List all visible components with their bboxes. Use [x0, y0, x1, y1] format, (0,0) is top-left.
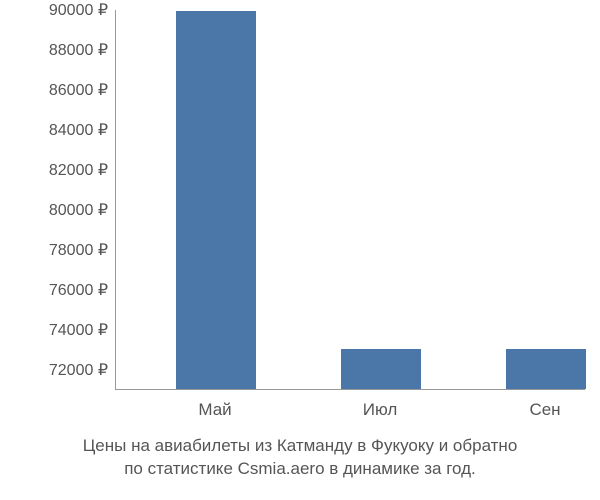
y-tick-label: 80000 ₽ [0, 200, 108, 220]
y-tick-label: 86000 ₽ [0, 80, 108, 100]
y-tick-label: 72000 ₽ [0, 360, 108, 380]
price-chart: 72000 ₽ 74000 ₽ 76000 ₽ 78000 ₽ 80000 ₽ 82000… [0, 0, 600, 500]
chart-caption: Цены на авиабилеты из Катманду в Фукуоку… [0, 435, 600, 481]
y-axis: 72000 ₽ 74000 ₽ 76000 ₽ 78000 ₽ 80000 ₽ 82000… [0, 10, 108, 390]
x-tick-label: Июл [363, 400, 398, 420]
x-tick-label: Сен [529, 400, 560, 420]
bar [506, 349, 586, 389]
y-tick-label: 76000 ₽ [0, 280, 108, 300]
y-tick-label: 74000 ₽ [0, 320, 108, 340]
caption-line-1: Цены на авиабилеты из Катманду в Фукуоку… [0, 435, 600, 458]
plot-area [115, 10, 585, 390]
y-tick-label: 78000 ₽ [0, 240, 108, 260]
y-tick-label: 90000 ₽ [0, 0, 108, 20]
x-tick-label: Май [198, 400, 231, 420]
y-tick-label: 88000 ₽ [0, 40, 108, 60]
bar [176, 11, 256, 389]
y-tick-label: 84000 ₽ [0, 120, 108, 140]
y-tick-label: 82000 ₽ [0, 160, 108, 180]
caption-line-2: по статистике Csmia.aero в динамике за г… [0, 458, 600, 481]
x-axis: Май Июл Сен [115, 395, 585, 425]
bar [341, 349, 421, 389]
